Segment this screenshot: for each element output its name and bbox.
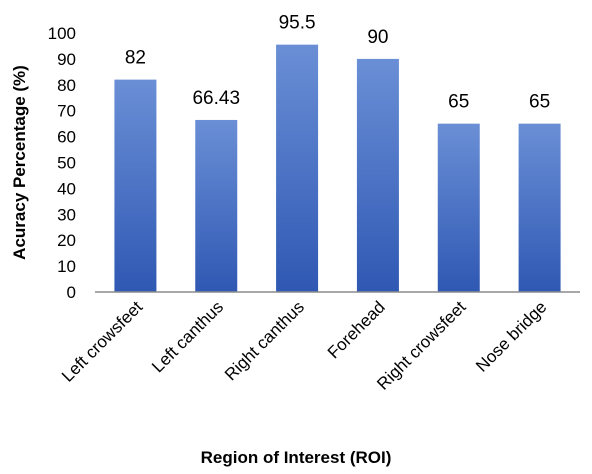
data-label: 90: [367, 27, 388, 48]
y-tick-label: 50: [57, 154, 76, 173]
bar: [437, 123, 480, 293]
y-tick-label: 20: [57, 231, 76, 250]
data-label: 65: [529, 92, 550, 113]
y-axis-title: Acuracy Percentage (%): [10, 65, 29, 260]
y-tick-label: 60: [57, 128, 76, 147]
y-tick-label: 40: [57, 179, 76, 198]
data-label: 66.43: [192, 88, 240, 109]
bar: [356, 58, 399, 293]
y-tick-label: 90: [57, 50, 76, 69]
x-axis-title: Region of Interest (ROI): [201, 448, 392, 467]
y-tick-label: 0: [67, 283, 76, 302]
bar: [195, 119, 238, 293]
bar: [114, 79, 157, 293]
data-labels: 82 66.43 95.5 90 65 65: [125, 13, 550, 113]
y-tick-label: 30: [57, 205, 76, 224]
y-tick-label: 80: [57, 76, 76, 95]
bar: [518, 123, 561, 293]
x-tick-label: Left canthus: [148, 297, 227, 376]
x-tick-label: Forehead: [324, 297, 389, 362]
bars: [114, 44, 561, 293]
x-tick-label: Nose bridge: [472, 297, 550, 375]
data-label: 95.5: [279, 13, 316, 34]
y-axis-ticks: 0 10 20 30 40 50 60 70 80 90 100: [48, 24, 76, 302]
y-tick-label: 70: [57, 102, 76, 121]
bar: [276, 44, 319, 292]
data-label: 65: [448, 92, 469, 113]
y-tick-label: 100: [48, 24, 76, 43]
y-tick-label: 10: [57, 257, 76, 276]
data-label: 82: [125, 48, 146, 69]
x-tick-label: Left crowsfeet: [58, 297, 146, 385]
x-tick-label: Right canthus: [221, 297, 308, 384]
